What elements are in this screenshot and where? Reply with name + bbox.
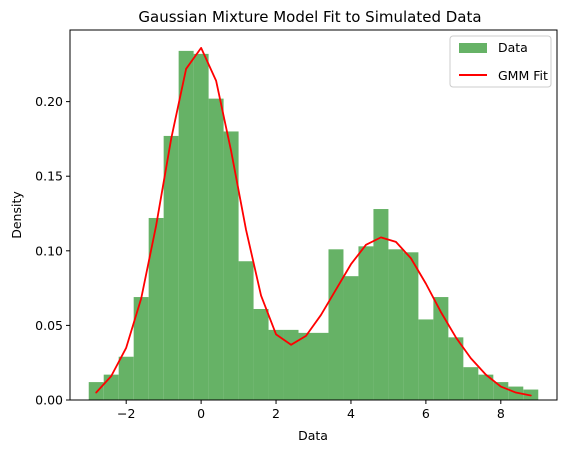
histogram-bar: [88, 382, 104, 400]
histogram-bar: [418, 319, 434, 400]
histogram-bar: [253, 308, 269, 400]
histogram-bar: [433, 297, 449, 400]
x-tick-label: 0: [197, 406, 205, 421]
histogram-bar: [163, 135, 179, 400]
plot-frame: [69, 29, 558, 401]
y-tick-label: 0.20: [35, 94, 63, 109]
histogram-bar: [178, 50, 194, 401]
chart-title: Gaussian Mixture Model Fit to Simulated …: [138, 8, 481, 26]
histogram-bar: [478, 374, 494, 400]
legend-data-swatch: [459, 43, 487, 53]
histogram-bar: [448, 337, 464, 400]
y-tick-label: 0.00: [35, 393, 63, 408]
x-tick-label: 2: [272, 406, 280, 421]
x-axis: −2 0 2 4 6 8: [117, 400, 505, 421]
histogram-bar: [133, 297, 149, 400]
legend-gmm-label: GMM Fit: [498, 68, 548, 83]
histogram-bar: [148, 217, 164, 400]
histogram-bar: [223, 131, 239, 401]
x-tick-label: 4: [347, 406, 355, 421]
histogram-bar: [388, 249, 404, 400]
histogram-bar: [358, 246, 374, 400]
histogram-bar: [238, 261, 254, 400]
histogram-bar: [373, 209, 389, 400]
histogram-bar: [118, 356, 134, 400]
x-tick-label: 8: [497, 406, 505, 421]
gmm-fit-line-group: [95, 47, 532, 397]
x-tick-label: −2: [117, 406, 135, 421]
gmm-fit-line: [95, 47, 532, 397]
plot-area: [69, 29, 558, 401]
y-tick-label: 0.15: [35, 169, 63, 184]
histogram-bar: [193, 53, 209, 400]
y-tick-label: 0.05: [35, 318, 63, 333]
y-tick-label: 0.10: [35, 243, 63, 258]
histogram-bar: [328, 249, 344, 400]
histogram-bar: [343, 276, 359, 400]
histogram-bar: [298, 332, 314, 400]
histogram-bar: [463, 367, 479, 400]
legend-data-label: Data: [498, 40, 528, 55]
histogram-bars: [88, 50, 539, 401]
x-axis-label: Data: [298, 428, 328, 443]
histogram-bar: [208, 98, 224, 401]
x-tick-label: 6: [422, 406, 430, 421]
histogram-bar: [103, 374, 119, 400]
y-axis-label: Density: [9, 191, 24, 239]
legend: Data GMM Fit: [449, 35, 552, 88]
y-axis: 0.00 0.05 0.10 0.15 0.20: [35, 94, 70, 408]
histogram-bar: [268, 329, 284, 400]
histogram-bar: [403, 252, 419, 400]
histogram-bar: [493, 382, 509, 400]
histogram-bar: [313, 332, 329, 400]
histogram-bar: [283, 329, 299, 400]
